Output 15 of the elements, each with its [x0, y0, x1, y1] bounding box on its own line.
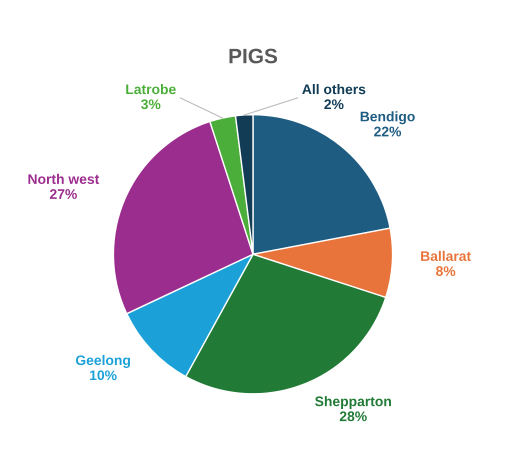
slice-label: Ballarat: [421, 250, 471, 262]
data-label: 28%: [340, 411, 367, 422]
data-label: 2%: [324, 99, 344, 110]
slice-label: All others: [302, 84, 366, 94]
data-label: 3%: [141, 99, 160, 110]
slice-label: Latrobe: [126, 84, 176, 94]
data-label: 27%: [50, 189, 77, 199]
slice-label: Bendigo: [360, 111, 415, 124]
chart-title: PIGS: [230, 48, 278, 64]
slice-label: North west: [28, 174, 100, 184]
slice-label: Geelong: [76, 354, 130, 368]
data-label: 22%: [374, 126, 402, 136]
data-label: 8%: [436, 266, 456, 276]
data-label: 10%: [90, 370, 117, 380]
slice-label: Shepparton: [315, 396, 391, 410]
